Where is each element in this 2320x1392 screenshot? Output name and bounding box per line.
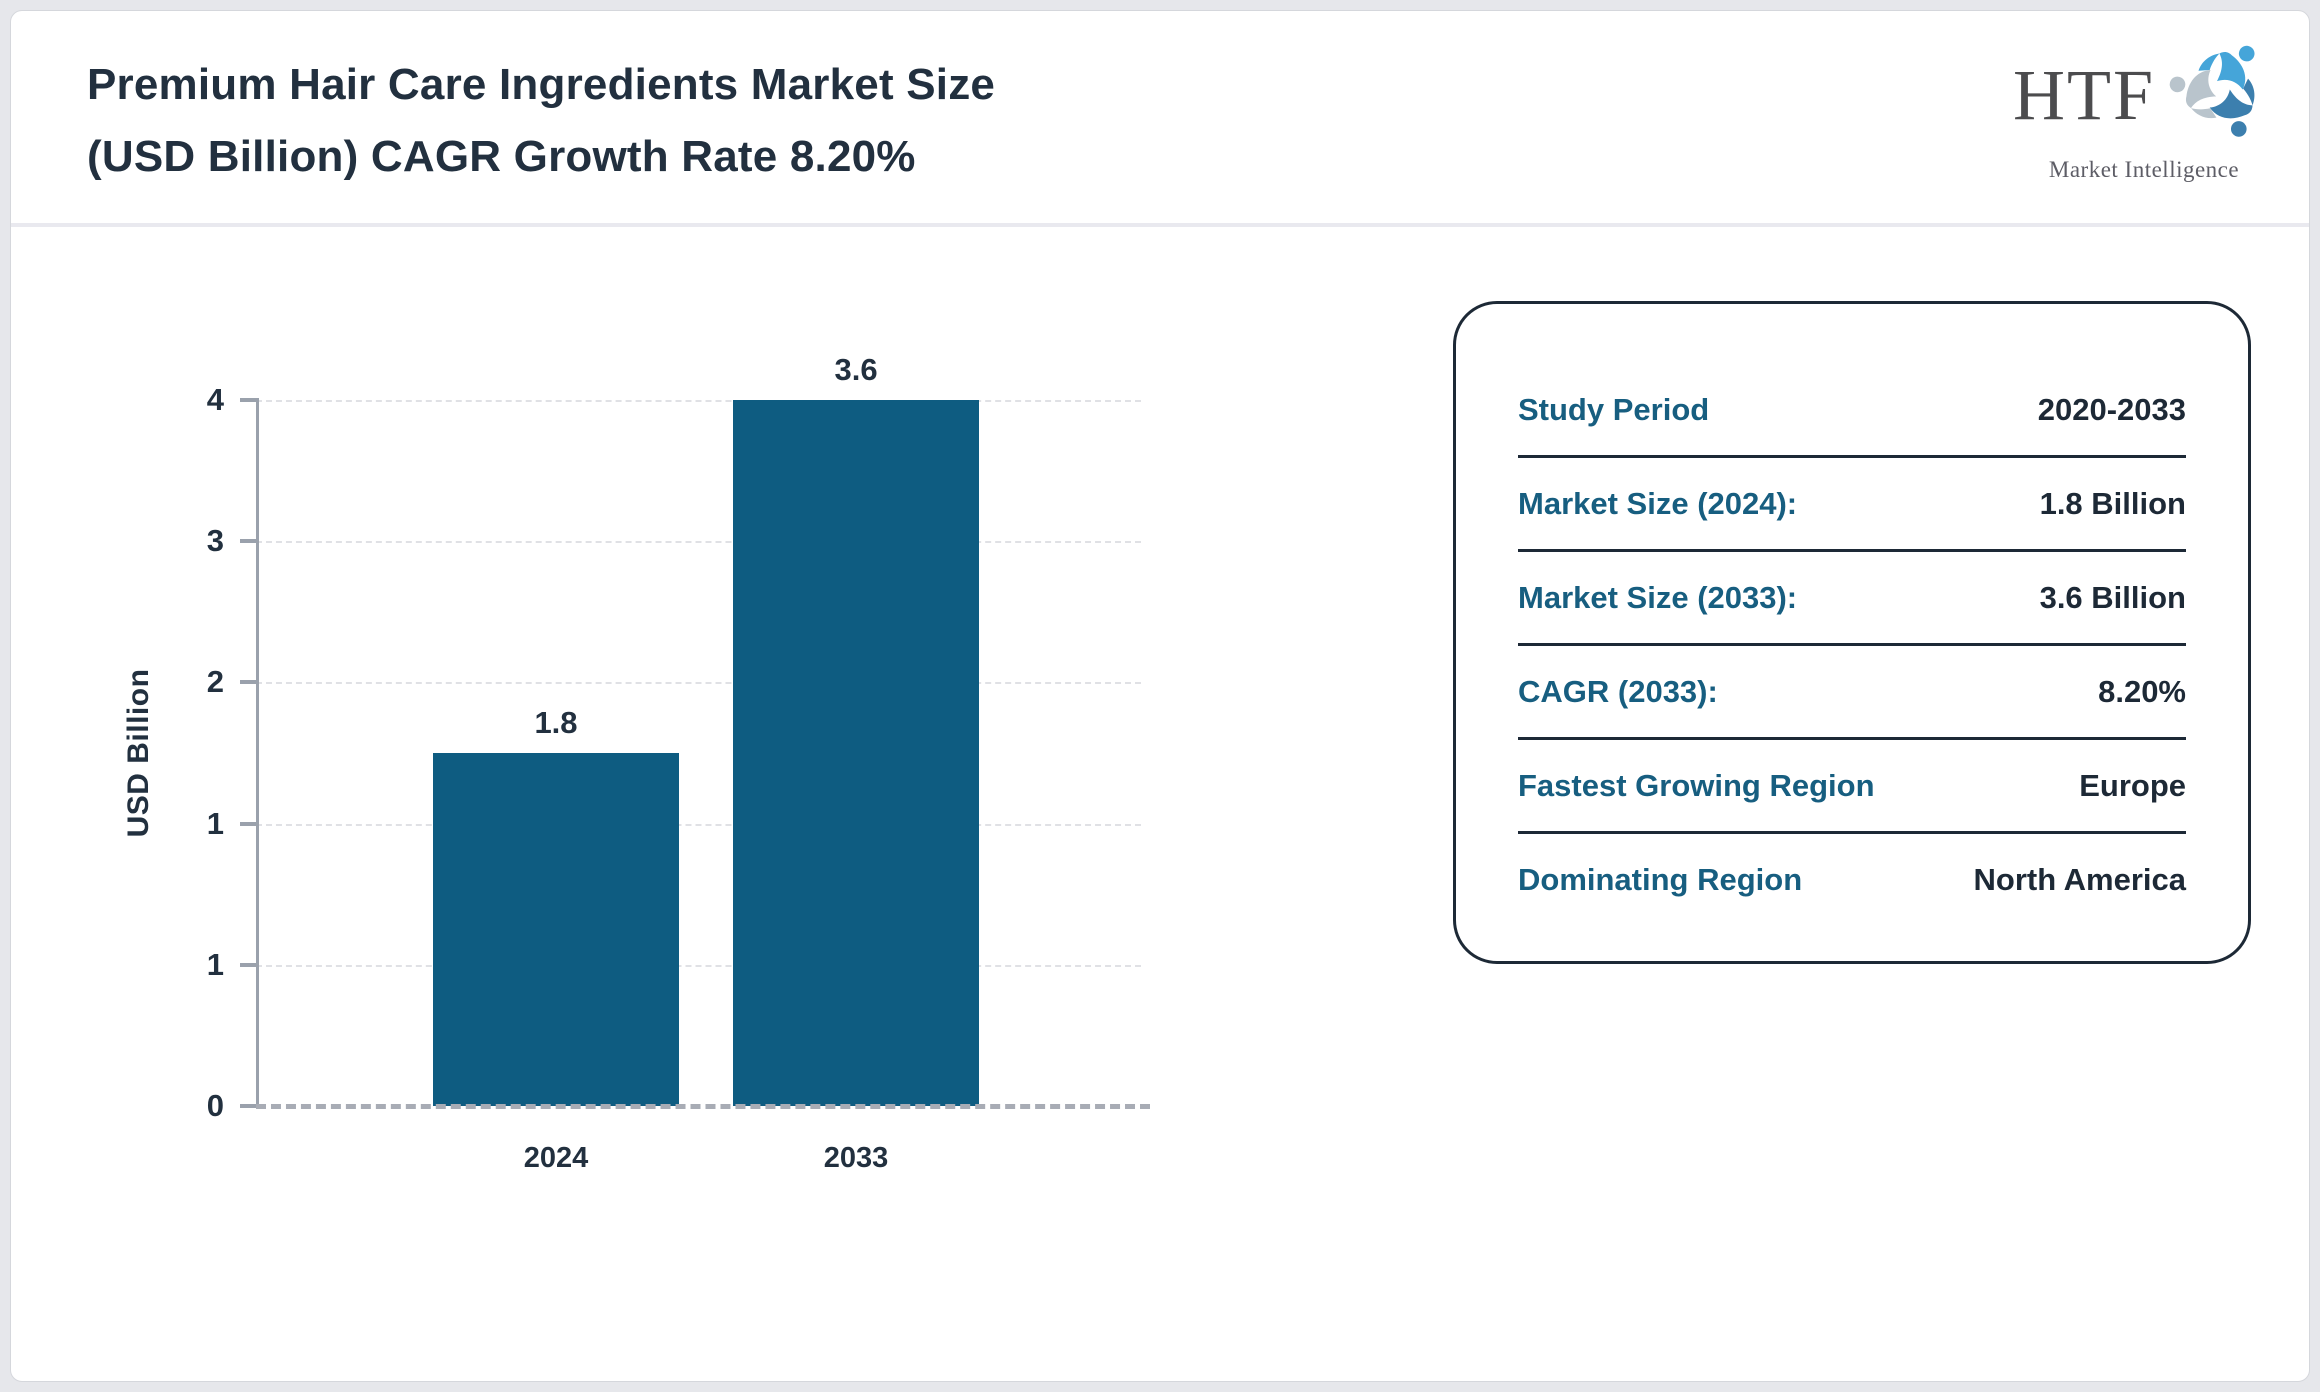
bar-chart: 4 3 2 1 1 0 1.8 2024 3.6 2033 <box>207 352 1150 1174</box>
y-tick-label: 1 <box>206 805 224 841</box>
market-summary-panel: Study Period 2020-2033 Market Size (2024):… <box>1453 301 2251 964</box>
gridline <box>256 541 1141 544</box>
bar-value-label: 3.6 <box>834 352 878 387</box>
info-row-label: Market Size (2024): <box>1518 485 1798 521</box>
htf-logo-text: HTF <box>2013 55 2156 135</box>
x-axis-baseline <box>256 1104 1150 1109</box>
info-row-label: CAGR (2033): <box>1518 673 1718 709</box>
x-tick-label: 2033 <box>823 1142 889 1174</box>
gridline <box>256 823 1141 826</box>
bar-2024 <box>433 753 680 1106</box>
y-tick-label: 1 <box>206 946 224 982</box>
info-row-2: Market Size (2033): 3.6 Billion <box>1518 552 2186 646</box>
htf-logo: HTF Market I <box>2013 37 2275 183</box>
y-tick-mark <box>240 398 259 402</box>
page-title-line2: (USD Billion) CAGR Growth Rate 8.20% <box>87 132 916 181</box>
info-row-label: Study Period <box>1518 391 1710 427</box>
info-row-1: Market Size (2024): 1.8 Billion <box>1518 458 2186 552</box>
gridline <box>256 400 1141 402</box>
info-row-label: Dominating Region <box>1518 861 1803 897</box>
y-tick-mark <box>240 1104 259 1108</box>
htf-logo-subtext: Market Intelligence <box>2048 157 2240 182</box>
y-tick-mark <box>240 962 259 967</box>
info-row-5: Dominating Region North America <box>1518 834 2186 925</box>
y-tick-mark <box>240 539 259 544</box>
y-axis-line <box>256 400 259 1106</box>
gridline <box>256 964 1141 967</box>
y-tick-label: 2 <box>206 664 224 700</box>
info-row-value: 2020-2033 <box>2037 391 2186 427</box>
htf-swirl-icon <box>2169 45 2255 137</box>
y-tick-label: 4 <box>206 382 224 417</box>
bar-2033 <box>733 400 980 1106</box>
page-title-line1: Premium Hair Care Ingredients Market Siz… <box>87 60 996 109</box>
info-row-value: Europe <box>2079 767 2186 803</box>
y-tick-label: 3 <box>206 523 224 559</box>
info-row-label: Fastest Growing Region <box>1518 767 1875 803</box>
report-card: Premium Hair Care Ingredients Market Siz… <box>10 10 2310 1382</box>
info-row-3: CAGR (2033): 8.20% <box>1518 646 2186 740</box>
x-tick-label: 2024 <box>523 1142 589 1174</box>
info-row-value: 8.20% <box>2098 673 2186 709</box>
bar-value-label: 1.8 <box>534 705 578 740</box>
page-title: Premium Hair Care Ingredients Market Siz… <box>87 49 995 193</box>
info-row-4: Fastest Growing Region Europe <box>1518 740 2186 834</box>
info-row-0: Study Period 2020-2033 <box>1518 364 2186 458</box>
info-row-value: 1.8 Billion <box>2039 485 2186 521</box>
info-row-value: 3.6 Billion <box>2039 579 2186 615</box>
info-row-value: North America <box>1973 861 2186 897</box>
header-divider <box>11 223 2309 227</box>
info-row-label: Market Size (2033): <box>1518 579 1798 615</box>
y-tick-mark <box>240 821 259 826</box>
y-tick-label: 0 <box>206 1088 224 1123</box>
gridline <box>256 682 1141 685</box>
y-tick-mark <box>240 680 259 685</box>
